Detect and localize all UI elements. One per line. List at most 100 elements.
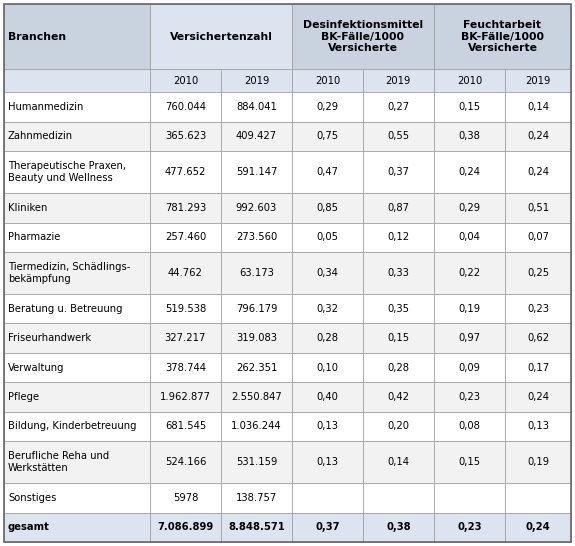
Bar xyxy=(505,513,571,542)
Bar xyxy=(292,382,363,412)
Text: Sonstiges: Sonstiges xyxy=(8,493,56,503)
Bar xyxy=(150,122,221,151)
Bar xyxy=(363,69,434,92)
Text: 2.550.847: 2.550.847 xyxy=(231,392,282,402)
Bar xyxy=(221,193,292,223)
Text: 0,27: 0,27 xyxy=(388,102,409,112)
Text: 0,37: 0,37 xyxy=(315,523,340,532)
Bar xyxy=(4,122,150,151)
Text: 0,13: 0,13 xyxy=(527,422,549,431)
Text: 2010: 2010 xyxy=(457,76,482,86)
Text: Branchen: Branchen xyxy=(8,32,66,41)
Bar xyxy=(292,294,363,323)
Text: Pflege: Pflege xyxy=(8,392,39,402)
Text: 681.545: 681.545 xyxy=(165,422,206,431)
Text: 0,42: 0,42 xyxy=(388,392,409,402)
Text: Tiermedizin, Schädlings-
bekämpfung: Tiermedizin, Schädlings- bekämpfung xyxy=(8,262,131,284)
Text: 0,29: 0,29 xyxy=(316,102,339,112)
Bar xyxy=(434,441,505,483)
Bar xyxy=(150,353,221,382)
Text: 0,15: 0,15 xyxy=(458,102,481,112)
Text: 0,07: 0,07 xyxy=(527,232,549,242)
Bar xyxy=(4,252,150,294)
Bar xyxy=(505,92,571,122)
Text: Kliniken: Kliniken xyxy=(8,203,47,213)
Text: 262.351: 262.351 xyxy=(236,363,277,372)
Text: 0,15: 0,15 xyxy=(388,333,409,343)
Bar xyxy=(363,223,434,252)
Text: 0,40: 0,40 xyxy=(316,392,338,402)
Bar xyxy=(150,483,221,513)
Text: 319.083: 319.083 xyxy=(236,333,277,343)
Bar xyxy=(434,193,505,223)
Text: 531.159: 531.159 xyxy=(236,457,277,467)
Bar xyxy=(150,323,221,353)
Bar xyxy=(4,4,150,69)
Text: 0,12: 0,12 xyxy=(388,232,409,242)
Bar xyxy=(363,323,434,353)
Bar xyxy=(434,323,505,353)
Text: 0,08: 0,08 xyxy=(458,422,480,431)
Bar xyxy=(221,382,292,412)
Text: 2010: 2010 xyxy=(173,76,198,86)
Text: 44.762: 44.762 xyxy=(168,268,203,278)
Text: 0,04: 0,04 xyxy=(458,232,480,242)
Bar xyxy=(434,294,505,323)
Bar xyxy=(434,513,505,542)
Bar xyxy=(4,513,150,542)
Text: 0,51: 0,51 xyxy=(527,203,549,213)
Bar xyxy=(4,353,150,382)
Bar xyxy=(363,513,434,542)
Bar xyxy=(363,483,434,513)
Text: 0,17: 0,17 xyxy=(527,363,549,372)
Bar xyxy=(150,412,221,441)
Text: 0,85: 0,85 xyxy=(316,203,339,213)
Bar xyxy=(434,223,505,252)
Text: Feuchtarbeit
BK-Fälle/1000
Versicherte: Feuchtarbeit BK-Fälle/1000 Versicherte xyxy=(461,20,544,53)
Text: Verwaltung: Verwaltung xyxy=(8,363,64,372)
Text: 0,75: 0,75 xyxy=(316,132,339,141)
Bar xyxy=(150,69,221,92)
Text: 0,25: 0,25 xyxy=(527,268,549,278)
Bar xyxy=(150,92,221,122)
Bar xyxy=(505,151,571,193)
Bar xyxy=(221,513,292,542)
Bar xyxy=(505,294,571,323)
Text: 63.173: 63.173 xyxy=(239,268,274,278)
Text: 0,19: 0,19 xyxy=(527,457,549,467)
Text: 477.652: 477.652 xyxy=(165,167,206,177)
Text: Therapeutische Praxen,
Beauty und Wellness: Therapeutische Praxen, Beauty und Wellne… xyxy=(8,161,126,183)
Bar xyxy=(505,252,571,294)
Text: Versichertenzahl: Versichertenzahl xyxy=(170,32,273,41)
Text: 0,23: 0,23 xyxy=(458,392,481,402)
Bar xyxy=(221,69,292,92)
Bar xyxy=(150,193,221,223)
Text: Desinfektionsmittel
BK-Fälle/1000
Versicherte: Desinfektionsmittel BK-Fälle/1000 Versic… xyxy=(303,20,423,53)
Text: 0,47: 0,47 xyxy=(316,167,339,177)
Bar xyxy=(292,513,363,542)
Bar xyxy=(292,69,363,92)
Bar xyxy=(292,122,363,151)
Bar xyxy=(434,483,505,513)
Text: 0,28: 0,28 xyxy=(316,333,339,343)
Bar xyxy=(434,353,505,382)
Bar xyxy=(363,294,434,323)
Bar xyxy=(434,412,505,441)
Bar xyxy=(505,223,571,252)
Bar xyxy=(363,92,434,122)
Bar xyxy=(4,223,150,252)
Bar xyxy=(221,151,292,193)
Bar xyxy=(150,441,221,483)
Bar xyxy=(4,323,150,353)
Bar xyxy=(434,69,505,92)
Bar xyxy=(221,122,292,151)
Bar xyxy=(434,122,505,151)
Text: 519.538: 519.538 xyxy=(165,304,206,314)
Text: 0,97: 0,97 xyxy=(458,333,481,343)
Bar xyxy=(4,151,150,193)
Text: 2010: 2010 xyxy=(315,76,340,86)
Bar xyxy=(505,193,571,223)
Text: 0,10: 0,10 xyxy=(316,363,339,372)
Bar xyxy=(150,151,221,193)
Bar xyxy=(221,483,292,513)
